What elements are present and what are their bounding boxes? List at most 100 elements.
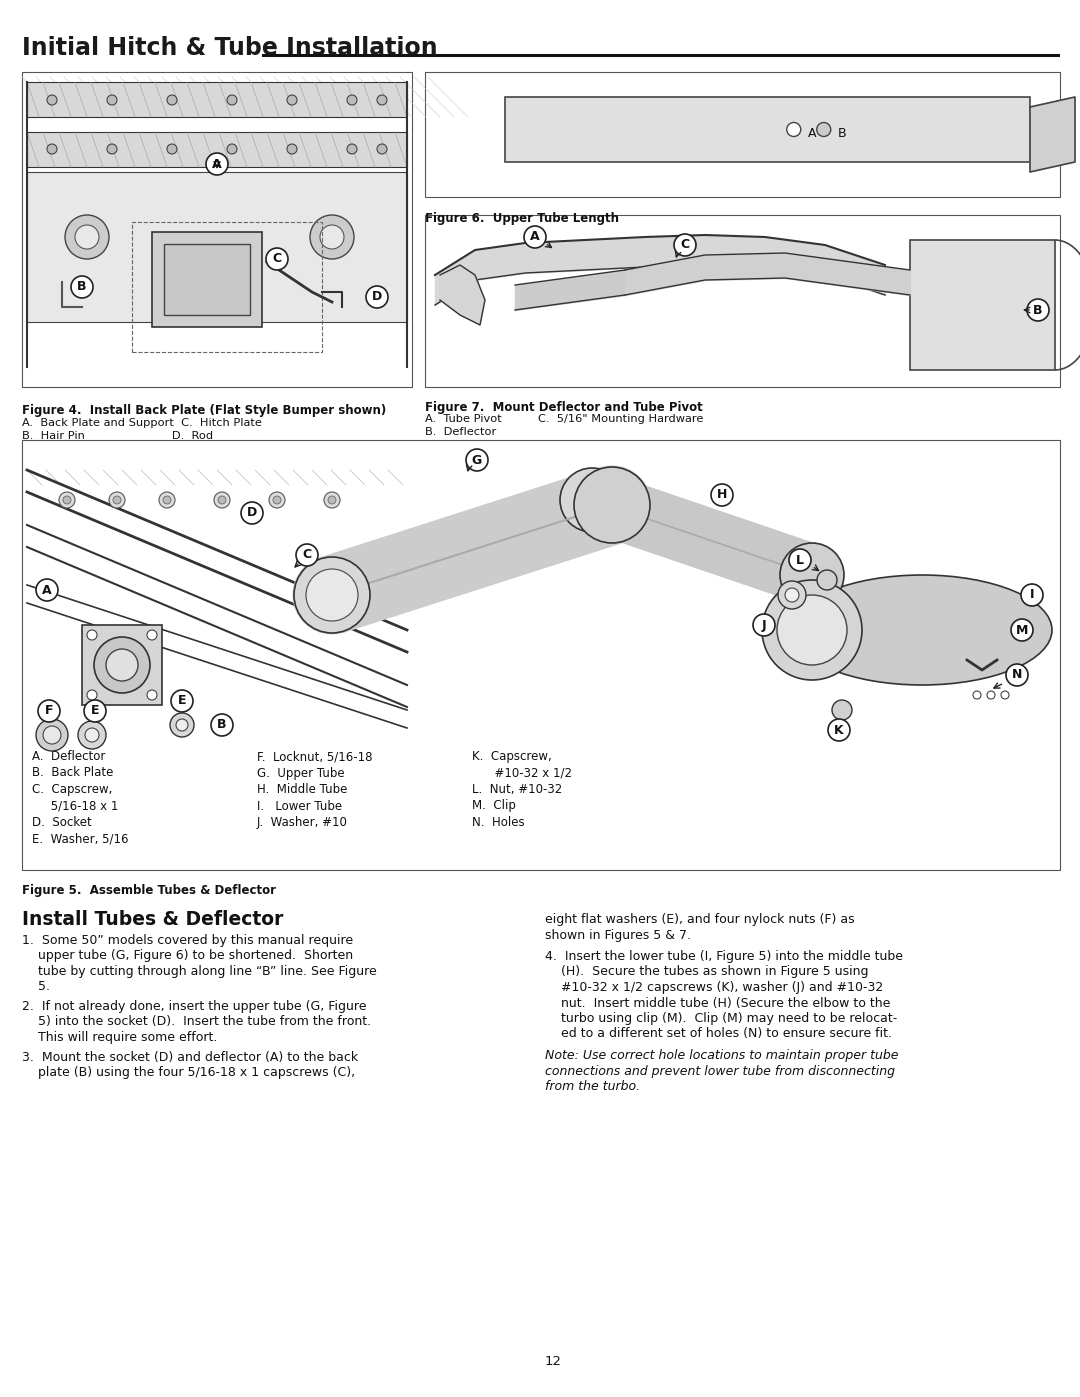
Circle shape xyxy=(159,492,175,509)
Bar xyxy=(426,215,1059,387)
Bar xyxy=(27,172,407,321)
Text: H.  Middle Tube: H. Middle Tube xyxy=(257,782,348,796)
Text: Figure 5.  Assemble Tubes & Deflector: Figure 5. Assemble Tubes & Deflector xyxy=(22,884,276,897)
Text: (H).  Secure the tubes as shown in Figure 5 using: (H). Secure the tubes as shown in Figure… xyxy=(545,965,868,978)
Text: G: G xyxy=(472,454,482,467)
Bar xyxy=(27,82,407,117)
Circle shape xyxy=(266,249,288,270)
Text: B: B xyxy=(837,127,846,140)
Text: K: K xyxy=(834,724,843,736)
Text: Figure 4.  Install Back Plate (Flat Style Bumper shown): Figure 4. Install Back Plate (Flat Style… xyxy=(22,404,387,416)
Text: tube by cutting through along line “B” line. See Figure: tube by cutting through along line “B” l… xyxy=(22,965,377,978)
Text: M.  Clip: M. Clip xyxy=(472,799,516,813)
Text: eight flat washers (E), and four nylock nuts (F) as: eight flat washers (E), and four nylock … xyxy=(545,914,854,926)
Circle shape xyxy=(38,700,60,722)
Circle shape xyxy=(218,496,226,504)
Text: F: F xyxy=(44,704,53,718)
Text: Figure 6.  Upper Tube Length: Figure 6. Upper Tube Length xyxy=(426,212,619,225)
Text: 1.  Some 50” models covered by this manual require: 1. Some 50” models covered by this manua… xyxy=(22,935,353,947)
Text: M: M xyxy=(1016,623,1028,637)
Text: K.  Capscrew,: K. Capscrew, xyxy=(472,750,552,763)
Text: C: C xyxy=(272,253,282,265)
Circle shape xyxy=(206,154,228,175)
Circle shape xyxy=(777,595,847,665)
Circle shape xyxy=(167,144,177,154)
Text: turbo using clip (M).  Clip (M) may need to be relocat-: turbo using clip (M). Clip (M) may need … xyxy=(545,1011,897,1025)
Circle shape xyxy=(106,650,138,680)
Circle shape xyxy=(366,286,388,307)
Circle shape xyxy=(780,543,843,608)
Bar xyxy=(22,73,411,387)
Bar xyxy=(27,131,407,168)
Circle shape xyxy=(269,492,285,509)
Bar xyxy=(22,440,1059,870)
Text: A: A xyxy=(212,158,221,170)
Circle shape xyxy=(147,630,157,640)
Circle shape xyxy=(1011,619,1032,641)
Circle shape xyxy=(347,144,357,154)
Circle shape xyxy=(711,483,733,506)
Circle shape xyxy=(94,637,150,693)
Circle shape xyxy=(59,492,75,509)
Text: 5/16-18 x 1: 5/16-18 x 1 xyxy=(32,799,119,813)
Text: E: E xyxy=(178,694,186,707)
Circle shape xyxy=(287,95,297,105)
Text: J.  Washer, #10: J. Washer, #10 xyxy=(257,816,348,828)
Text: G.  Upper Tube: G. Upper Tube xyxy=(257,767,345,780)
Bar xyxy=(505,96,1030,162)
Circle shape xyxy=(324,492,340,509)
Text: B.  Deflector: B. Deflector xyxy=(426,427,496,437)
Circle shape xyxy=(789,549,811,571)
Circle shape xyxy=(377,144,387,154)
Text: A: A xyxy=(808,127,816,140)
Circle shape xyxy=(176,719,188,731)
Circle shape xyxy=(63,496,71,504)
Circle shape xyxy=(296,543,318,566)
Text: connections and prevent lower tube from disconnecting: connections and prevent lower tube from … xyxy=(545,1065,895,1077)
Circle shape xyxy=(287,144,297,154)
Text: 2.  If not already done, insert the upper tube (G, Figure: 2. If not already done, insert the upper… xyxy=(22,1000,366,1013)
Circle shape xyxy=(36,719,68,752)
Circle shape xyxy=(294,557,370,633)
Circle shape xyxy=(828,719,850,740)
Text: A: A xyxy=(530,231,540,243)
Circle shape xyxy=(306,569,357,622)
Circle shape xyxy=(227,144,237,154)
Circle shape xyxy=(214,492,230,509)
Circle shape xyxy=(241,502,264,524)
Text: 3.  Mount the socket (D) and deflector (A) to the back: 3. Mount the socket (D) and deflector (A… xyxy=(22,1051,359,1063)
Circle shape xyxy=(377,95,387,105)
Circle shape xyxy=(785,588,799,602)
Circle shape xyxy=(816,123,831,137)
Text: from the turbo.: from the turbo. xyxy=(545,1080,640,1092)
Text: I: I xyxy=(1029,588,1035,602)
Circle shape xyxy=(36,578,58,601)
Text: B.  Back Plate: B. Back Plate xyxy=(32,767,113,780)
Circle shape xyxy=(762,580,862,680)
Circle shape xyxy=(84,700,106,722)
Text: H: H xyxy=(717,489,727,502)
Text: E: E xyxy=(91,704,99,718)
Text: shown in Figures 5 & 7.: shown in Figures 5 & 7. xyxy=(545,929,691,942)
Text: 12: 12 xyxy=(545,1355,562,1368)
Circle shape xyxy=(1027,299,1049,321)
Circle shape xyxy=(273,496,281,504)
Text: #10-32 x 1/2 capscrews (K), washer (J) and #10-32: #10-32 x 1/2 capscrews (K), washer (J) a… xyxy=(545,981,883,995)
Text: E.  Washer, 5/16: E. Washer, 5/16 xyxy=(32,833,129,845)
Circle shape xyxy=(987,692,995,698)
Circle shape xyxy=(816,570,837,590)
Text: A.  Tube Pivot          C.  5/16" Mounting Hardware: A. Tube Pivot C. 5/16" Mounting Hardware xyxy=(426,414,703,425)
Circle shape xyxy=(107,144,117,154)
Circle shape xyxy=(167,95,177,105)
Bar xyxy=(164,244,249,314)
Bar xyxy=(426,73,1059,197)
Text: B: B xyxy=(1034,303,1043,317)
Circle shape xyxy=(786,123,800,137)
Text: Initial Hitch & Tube Installation: Initial Hitch & Tube Installation xyxy=(22,36,437,60)
Circle shape xyxy=(78,721,106,749)
Text: Figure 7.  Mount Deflector and Tube Pivot: Figure 7. Mount Deflector and Tube Pivot xyxy=(426,401,703,414)
Text: C: C xyxy=(680,239,689,251)
Circle shape xyxy=(43,726,60,745)
Text: N.  Holes: N. Holes xyxy=(472,816,525,828)
Text: A: A xyxy=(42,584,52,597)
